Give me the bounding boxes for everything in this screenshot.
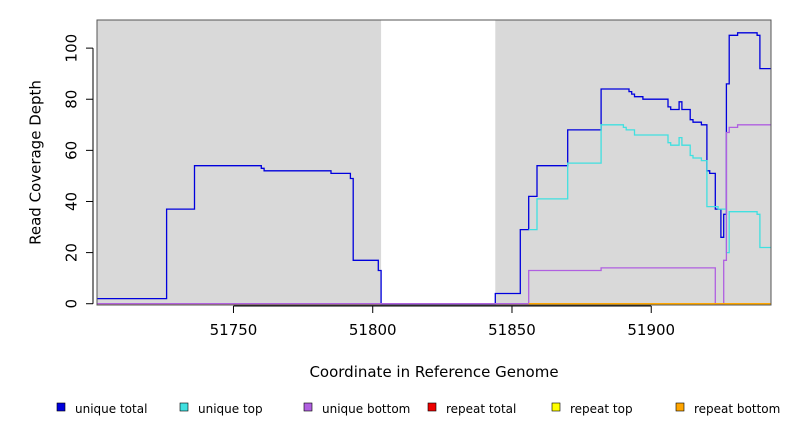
y-tick-label: 0 [63, 299, 81, 309]
legend-label: unique bottom [322, 402, 410, 416]
legend-label: repeat top [570, 402, 633, 416]
legend-label: unique total [75, 402, 147, 416]
x-tick-label: 51850 [488, 321, 536, 339]
y-axis: 0 20 40 60 80 100 [63, 34, 94, 309]
shaded-region-1 [97, 20, 382, 305]
x-tick-label: 51800 [349, 321, 397, 339]
legend-swatch [427, 402, 437, 412]
y-tick-label: 100 [63, 34, 81, 63]
y-tick-label: 20 [63, 243, 81, 262]
legend-swatch [303, 402, 313, 412]
series-line-unique-total [97, 32, 771, 305]
y-tick-label: 60 [63, 141, 81, 160]
legend-swatch [551, 402, 561, 412]
x-tick-label: 51750 [210, 321, 258, 339]
series-line-unique-top [528, 124, 771, 254]
legend-swatch [675, 402, 685, 412]
y-axis-title: Read Coverage Depth [27, 80, 45, 245]
legend-label: repeat bottom [694, 402, 780, 416]
legend: unique total unique top unique bottom repea… [56, 402, 780, 416]
y-tick-label: 80 [63, 90, 81, 109]
shaded-regions [97, 20, 771, 305]
legend-label: unique top [198, 402, 263, 416]
x-axis: 51750 51800 51850 51900 [210, 305, 675, 339]
legend-swatch [179, 402, 189, 412]
x-axis-title: Coordinate in Reference Genome [309, 363, 558, 381]
y-tick-label: 40 [63, 192, 81, 211]
shaded-region-2 [495, 20, 771, 305]
series-line-unique-bottom [97, 124, 771, 305]
series-lines [97, 32, 771, 305]
legend-swatch [56, 402, 66, 412]
x-tick-label: 51900 [627, 321, 675, 339]
plot-frame [96, 19, 772, 306]
legend-label: repeat total [446, 402, 516, 416]
